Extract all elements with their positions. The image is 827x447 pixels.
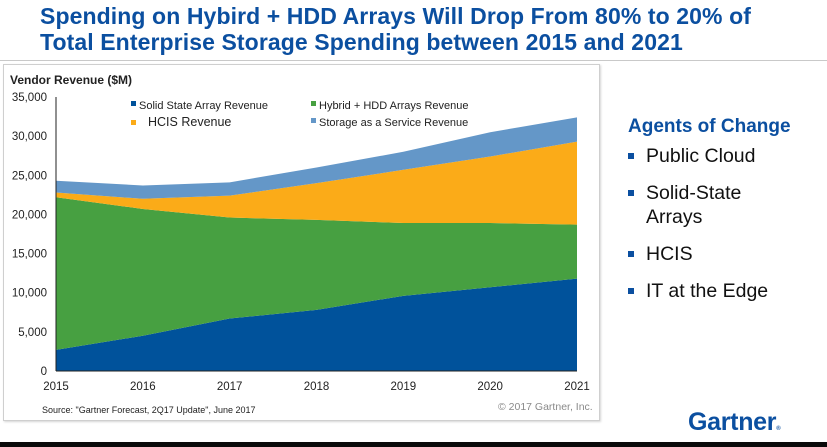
agent-item: Solid-State Arrays (628, 181, 826, 229)
logo-text: Gartner (688, 408, 777, 436)
agent-item-label: Public Cloud (646, 145, 756, 167)
y-tick-label: 35,000 (12, 92, 47, 104)
legend-swatch (131, 101, 136, 106)
bullet-icon (628, 153, 634, 159)
x-axis-ticks: 2015 2016 2017 2018 2019 2020 2021 (43, 381, 590, 393)
area-solid-state-array-revenue (56, 278, 577, 371)
legend-label: Storage as a Service Revenue (319, 117, 468, 129)
registered-mark: ® (776, 426, 781, 432)
agent-item: Public Cloud (628, 144, 826, 168)
x-tick-label: 2018 (304, 381, 330, 393)
agents-title: Agents of Change (628, 116, 791, 137)
source-note: Source: "Gartner Forecast, 2Q17 Update",… (42, 405, 256, 415)
agents-of-change-panel: Agents of Change Public Cloud Solid-Stat… (628, 116, 826, 316)
x-tick-label: 2015 (43, 381, 69, 393)
y-tick-label: 10,000 (12, 288, 47, 300)
x-tick-label: 2017 (217, 381, 243, 393)
agent-item-label: Solid-State (646, 182, 742, 204)
copyright-note: © 2017 Gartner, Inc. (498, 401, 593, 413)
chart-legend: Solid State Array Revenue Hybrid + HDD Ar… (131, 100, 468, 129)
legend-label: HCIS Revenue (148, 115, 231, 129)
bullet-icon (628, 251, 634, 257)
area-hybrid-hdd-arrays-revenue (56, 197, 577, 350)
legend-label: Solid State Array Revenue (139, 100, 268, 112)
bottom-bar (0, 442, 827, 447)
y-axis-ticks: 0 5,000 10,000 15,000 20,000 25,000 30,000 35,0… (12, 92, 47, 378)
agent-item-label: IT at the Edge (646, 280, 769, 302)
agent-item: HCIS (628, 242, 826, 266)
y-tick-label: 5,000 (18, 327, 47, 339)
chart-areas (56, 117, 577, 371)
legend-swatch (311, 101, 316, 106)
y-tick-label: 25,000 (12, 170, 47, 182)
bullet-icon (628, 190, 634, 196)
x-tick-label: 2016 (130, 381, 156, 393)
slide-title-line-2: Total Enterprise Storage Spending betwee… (40, 29, 683, 55)
y-tick-label: 30,000 (12, 131, 47, 143)
gartner-logo: Gartner® (688, 408, 781, 437)
slide-title: Spending on Hybird + HDD Arrays Will Dro… (40, 3, 827, 55)
y-tick-label: 20,000 (12, 209, 47, 221)
agent-item: IT at the Edge (628, 279, 826, 303)
agent-item-label-cont: Arrays (646, 206, 703, 228)
title-divider (0, 60, 827, 61)
y-tick-label: 0 (41, 366, 47, 378)
legend-swatch (311, 118, 316, 123)
x-tick-label: 2019 (391, 381, 417, 393)
area-storage-as-a-service-revenue (56, 117, 577, 199)
x-tick-label: 2021 (564, 381, 590, 393)
x-tick-label: 2020 (477, 381, 503, 393)
bullet-icon (628, 288, 634, 294)
chart-axes (55, 97, 577, 372)
agent-item-label: HCIS (646, 243, 693, 265)
slide-title-line-1: Spending on Hybird + HDD Arrays Will Dro… (40, 3, 752, 29)
y-axis-title: Vendor Revenue ($M) (10, 73, 133, 87)
legend-swatch (131, 120, 136, 125)
legend-label: Hybrid + HDD Arrays Revenue (319, 100, 468, 112)
y-tick-label: 15,000 (12, 249, 47, 261)
